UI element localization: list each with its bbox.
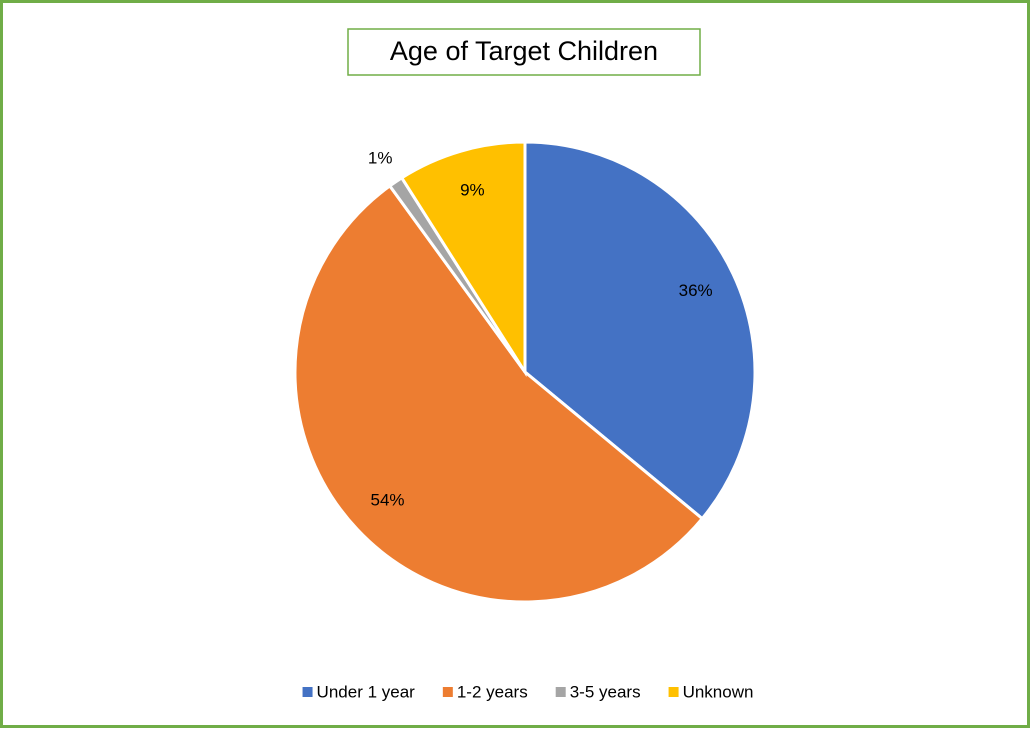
legend-swatch bbox=[668, 687, 679, 697]
legend-label: 3-5 years bbox=[570, 682, 641, 701]
data-label: 9% bbox=[460, 180, 485, 199]
legend-label: 1-2 years bbox=[457, 682, 528, 701]
data-label: 36% bbox=[679, 281, 713, 300]
pie-slice bbox=[523, 140, 757, 521]
pie-slice bbox=[399, 140, 527, 378]
legend-swatch bbox=[302, 687, 313, 697]
legend-swatch bbox=[555, 687, 566, 697]
legend-label: Under 1 year bbox=[317, 682, 416, 701]
legend-swatch bbox=[442, 687, 453, 697]
pie-slice bbox=[293, 183, 705, 604]
chart-title: Age of Target Children bbox=[390, 36, 658, 66]
title-box bbox=[347, 28, 701, 76]
legend-label: Unknown bbox=[683, 682, 754, 701]
data-label: 1% bbox=[368, 148, 393, 167]
data-label: 54% bbox=[371, 491, 405, 510]
